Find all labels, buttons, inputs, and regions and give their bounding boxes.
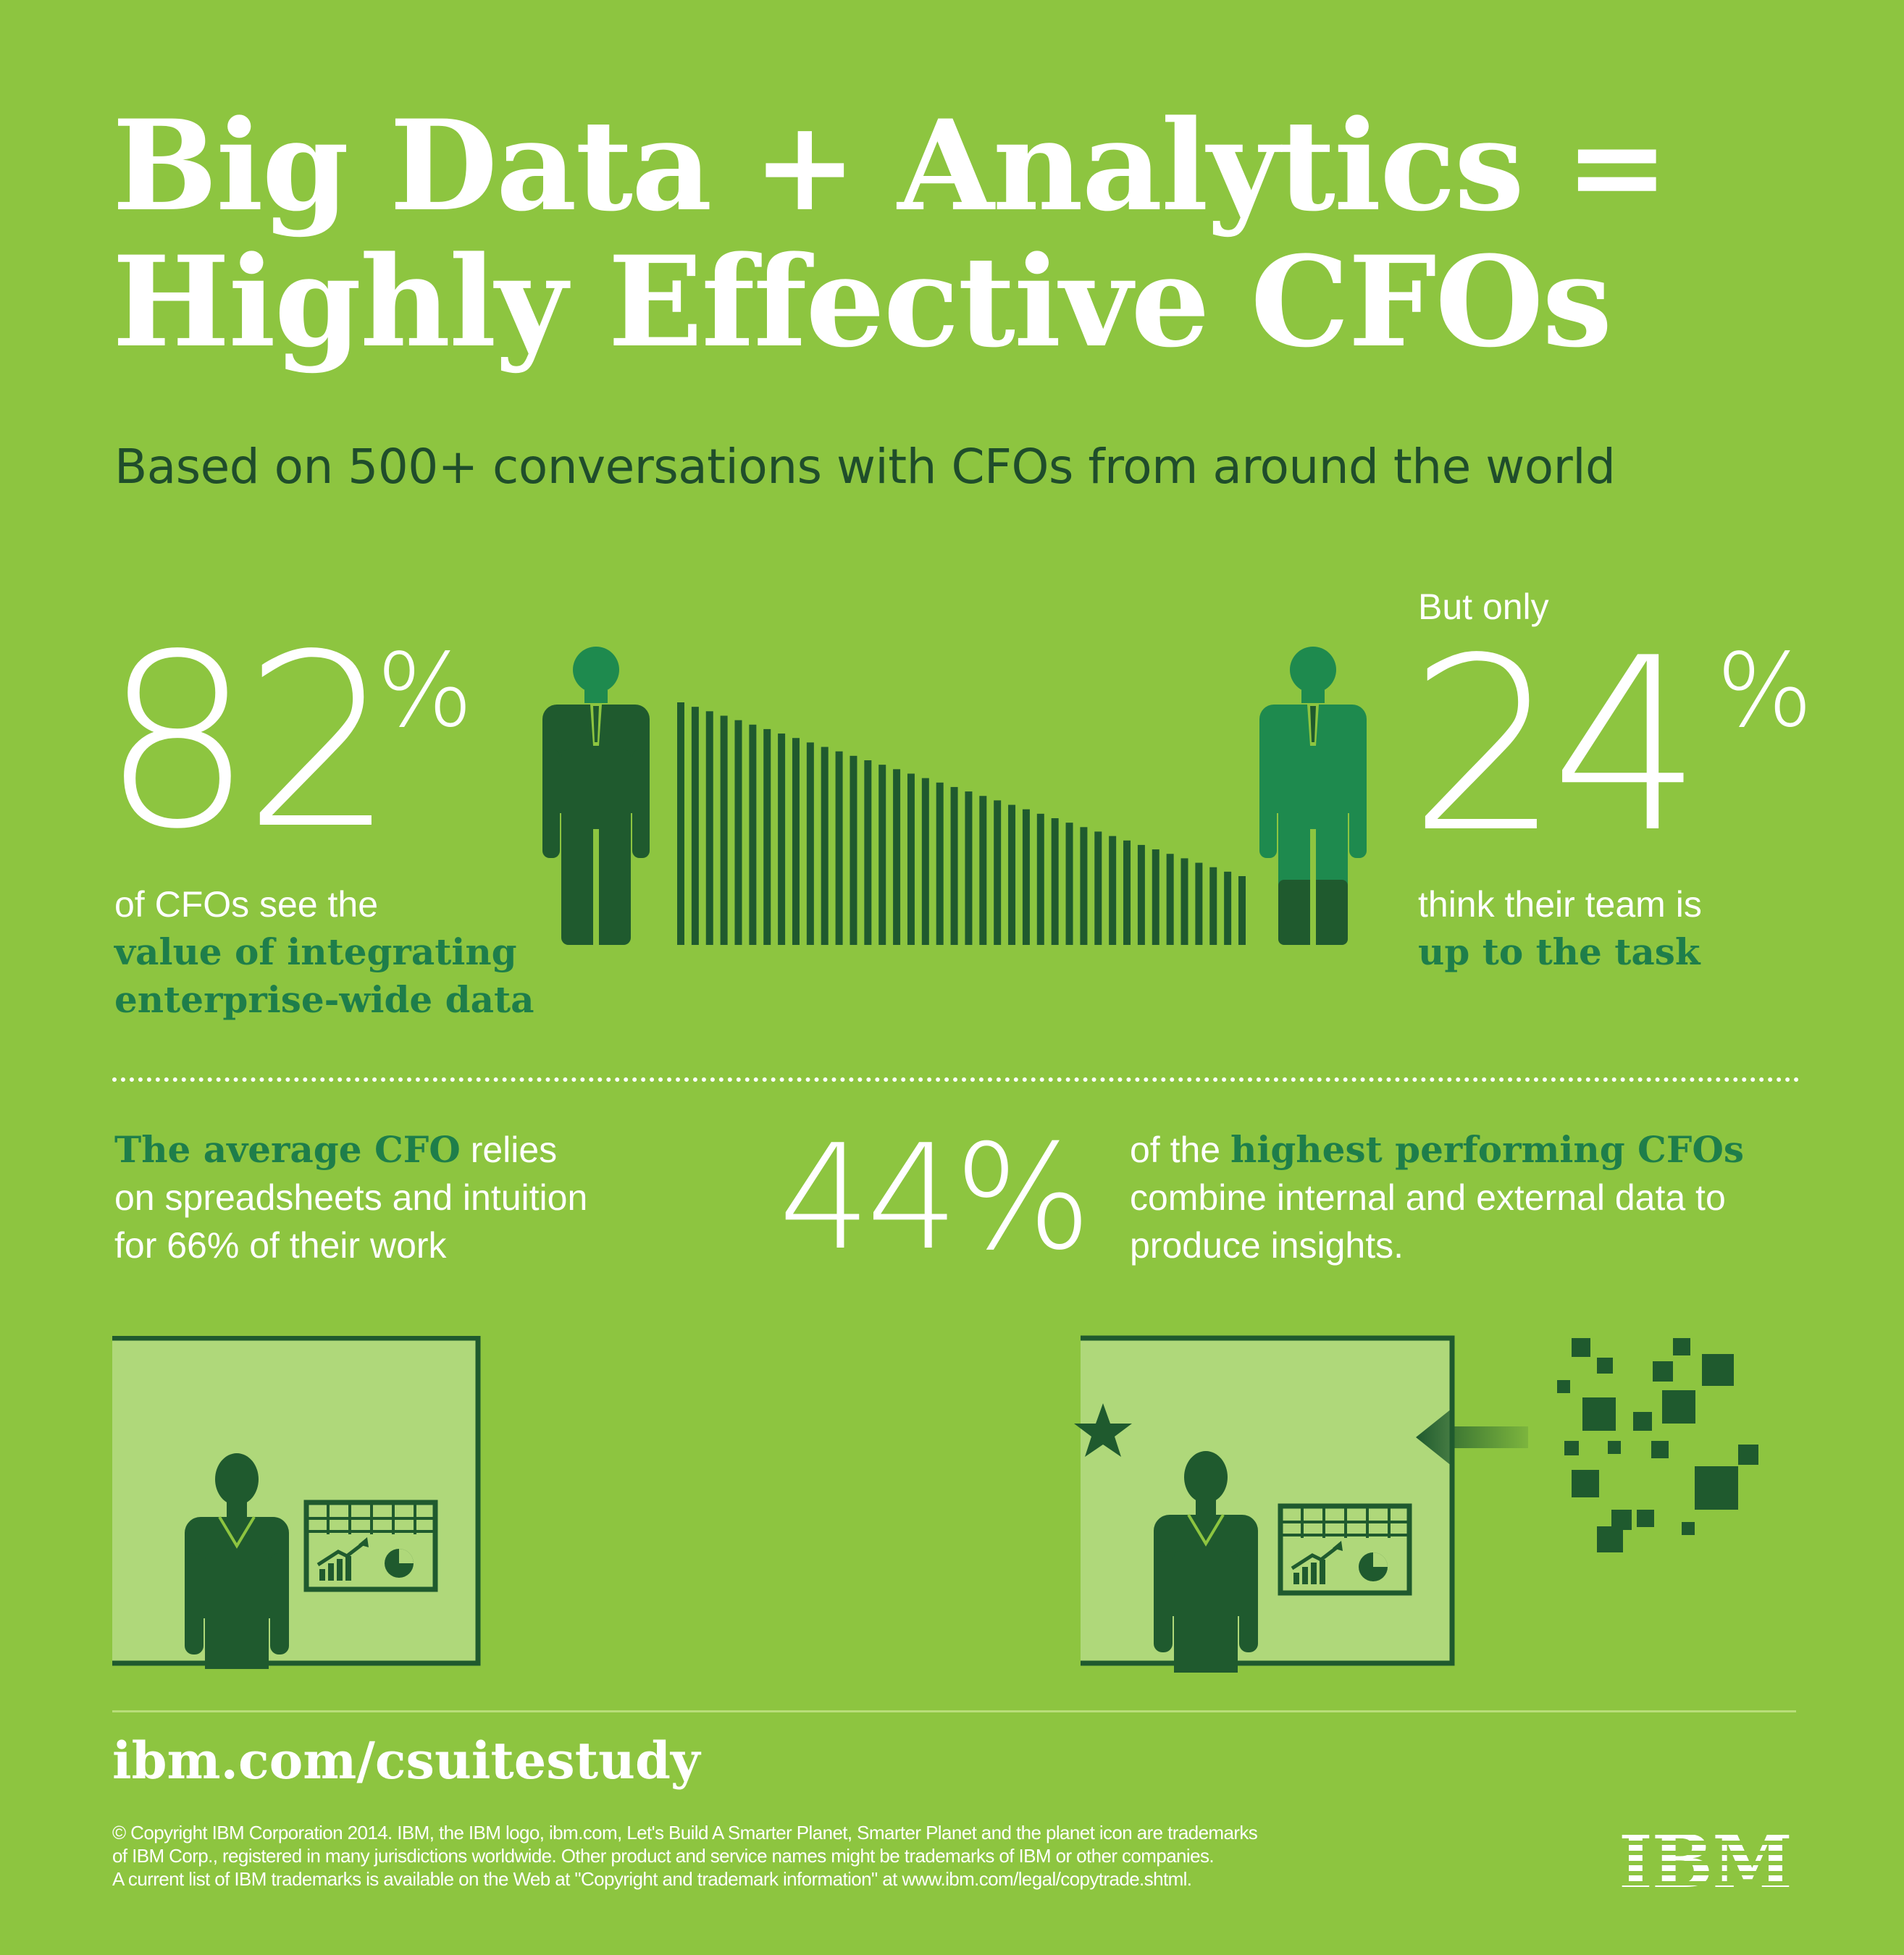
stat-44-accent: highest performing CFOs — [1230, 1128, 1745, 1171]
stat-82-percent: % — [377, 632, 474, 750]
high-performer-panel — [1074, 1335, 1758, 1673]
stripe-bar — [1109, 836, 1117, 945]
title-line-2: Highly Effective CFOs — [112, 228, 1612, 375]
stripe-bar — [720, 715, 728, 945]
stripe-bar — [705, 711, 713, 945]
stripe-bar — [994, 800, 1002, 945]
stripe-bar — [1180, 858, 1188, 945]
stripe-bar — [1051, 818, 1059, 945]
stat-24-number: 24 — [1409, 607, 1703, 885]
stat-44-number: 44% — [779, 1114, 1092, 1282]
stripe-bar — [1152, 849, 1159, 945]
woman-icon — [185, 1453, 289, 1669]
stripe-bar — [1094, 831, 1102, 945]
stripe-bar — [806, 742, 814, 945]
stripe-bar — [677, 702, 684, 945]
stat-66-line-3: for 66% of their work — [114, 1225, 447, 1266]
dotted-divider — [112, 1077, 1800, 1082]
stat-24-prefix: But only — [1418, 586, 1549, 627]
stripe-bar — [821, 747, 829, 945]
copyright-line: © Copyright IBM Corporation 2014. IBM, t… — [112, 1822, 1258, 1843]
stripe-bar — [1123, 840, 1131, 945]
stat-66-line-1: The average CFO relies — [114, 1126, 587, 1174]
person-icon — [542, 647, 650, 945]
stat-24-line-2: up to the task — [1418, 930, 1700, 973]
stat-24-percent: % — [1716, 632, 1813, 750]
stripe-bar — [1166, 854, 1174, 945]
copyright-line: A current list of IBM trademarks is avai… — [112, 1868, 1192, 1890]
star-icon — [1074, 1403, 1132, 1457]
stat-44-caption: of the highest performing CFOs combine i… — [1130, 1126, 1744, 1269]
stripe-bar — [1195, 862, 1203, 945]
stripe-bar — [792, 738, 800, 945]
stripe-bar — [778, 733, 786, 945]
bar-stripes-graphic — [677, 702, 1246, 945]
stripe-bar — [850, 755, 857, 945]
woman-icon — [1154, 1451, 1258, 1673]
title-line-1: Big Data + Analytics = — [112, 92, 1669, 239]
stripe-bar — [1080, 827, 1088, 945]
footer-divider — [112, 1710, 1796, 1712]
subtitle: Based on 500+ conversations with CFOs fr… — [114, 439, 1616, 495]
stripe-bar — [1238, 876, 1246, 945]
stat-82-line-2: value of integrating — [114, 930, 517, 973]
chart-board-icon — [303, 1500, 438, 1592]
stripe-bar — [936, 782, 944, 945]
stripe-bar — [1022, 809, 1030, 945]
stripe-bar — [749, 724, 757, 945]
chart-board-icon — [1278, 1503, 1412, 1596]
copyright-notice: © Copyright IBM Corporation 2014. IBM, t… — [112, 1821, 1488, 1891]
csuite-study-link[interactable]: ibm.com/csuitestudy — [112, 1731, 700, 1791]
stripe-bar — [878, 765, 886, 945]
stat-24-caption: think their team is up to the task — [1418, 880, 1702, 976]
copyright-line: of IBM Corp., registered in many jurisdi… — [112, 1845, 1215, 1867]
stat-24-line-1: think their team is — [1418, 884, 1702, 925]
person-icon — [1259, 647, 1367, 945]
stripe-bar — [1065, 823, 1073, 945]
stat-66-accent: The average CFO — [114, 1128, 461, 1171]
stripe-bar — [691, 707, 699, 945]
stripe-bar — [763, 728, 771, 945]
data-squares-graphic — [1557, 1338, 1758, 1552]
stripe-bar — [979, 796, 987, 945]
stripe-bar — [1209, 867, 1217, 945]
stat-66-caption: The average CFO relies on spreadsheets a… — [114, 1126, 587, 1269]
stripe-bar — [921, 778, 929, 945]
stat-44-line-1: of the highest performing CFOs — [1130, 1126, 1744, 1174]
cfo-comparison-graphic — [542, 647, 1367, 945]
average-cfo-panel — [112, 1336, 481, 1669]
stripe-bar — [1137, 844, 1145, 945]
stat-82-line-3: enterprise-wide data — [114, 978, 534, 1021]
stripe-bar — [965, 791, 973, 945]
stat-66-line-1-rest: relies — [460, 1130, 558, 1170]
stripe-bar — [1036, 813, 1044, 945]
stripe-bar — [864, 760, 872, 945]
stripe-bar — [734, 720, 742, 945]
stripe-bar — [907, 773, 915, 945]
stat-44-line-1-pre: of the — [1130, 1130, 1230, 1170]
stat-82-line-1: of CFOs see the — [114, 884, 379, 925]
stat-82-caption: of CFOs see the value of integrating ent… — [114, 880, 534, 1024]
stat-44-line-3: produce insights. — [1130, 1225, 1404, 1266]
stripe-bar — [835, 751, 843, 945]
stripe-bar — [950, 786, 958, 945]
stripe-bar — [1224, 871, 1232, 945]
ibm-logo-text: IBM — [1619, 1825, 1792, 1897]
stat-44-line-2: combine internal and external data to — [1130, 1177, 1726, 1218]
stripe-bar — [893, 769, 901, 945]
stat-82-number: 82 — [101, 603, 395, 881]
stat-66-line-2: on spreadsheets and intuition — [114, 1177, 588, 1218]
arrow-left-icon — [1416, 1408, 1528, 1466]
stripe-bar — [1008, 804, 1016, 945]
ibm-logo: IBM — [1619, 1825, 1792, 1897]
page-title: Big Data + Analytics = Highly Effective … — [112, 92, 1669, 375]
